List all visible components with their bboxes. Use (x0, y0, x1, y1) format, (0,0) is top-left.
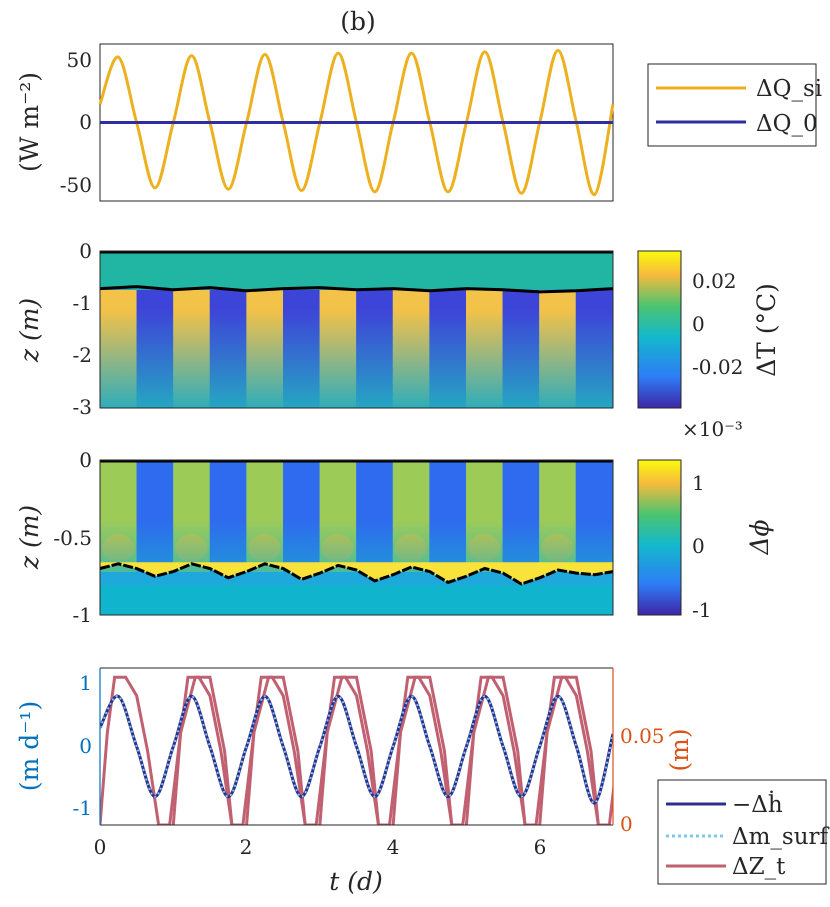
panel1-ylabel: (W m⁻²) (15, 72, 44, 172)
legend-label-dh: −Δḣ (732, 791, 783, 818)
panel4-xtick-4: 4 (387, 835, 400, 859)
panel4-ytick-right-0: 0 (620, 812, 633, 836)
panel3-cbar-tick-1: 1 (692, 471, 705, 495)
panel-temperature: 0 -1 -2 -3 z (m) 0.02 0 -0.02 ΔT (°C) (15, 239, 781, 419)
panel4-ytick-left-1: 1 (79, 671, 92, 695)
panel2-colorbar (637, 250, 682, 409)
panel2-cbar-tick-002: 0.02 (692, 269, 737, 293)
panel4-series-1 (100, 695, 613, 805)
panel3-ytick-neg05: -0.5 (53, 526, 92, 550)
panel3-cbar-tick-0: 0 (692, 534, 705, 558)
panel3-axes-box (99, 459, 614, 616)
panel-label: (b) (340, 7, 376, 36)
panel2-cbar-tick-neg002: -0.02 (692, 355, 743, 379)
panel2-ice-base-line (99, 285, 614, 294)
panel1-ytick-0: 0 (79, 110, 92, 134)
panel4-ylabel-left: (m d⁻¹) (15, 701, 44, 791)
panel4-series-dZt (391, 675, 527, 825)
panel4-legend: −Δḣ Δm_surf ΔZ_t (657, 779, 830, 885)
panel4-xlabel: t (d) (329, 867, 383, 896)
panel3-colorbar-label: Δϕ (745, 519, 774, 555)
legend-label-dZt: ΔZ_t (732, 854, 786, 880)
panel1-legend: ΔQ_si ΔQ_0 (647, 63, 822, 147)
legend-label-dmsurf: Δm_surf (732, 824, 830, 850)
panel3-cbar-multiplier: ×10⁻³ (682, 417, 743, 441)
panel2-ytick-neg3: -3 (73, 395, 92, 419)
panel3-cbar-tick-neg1: -1 (692, 598, 711, 622)
panel4-series-dZt (171, 675, 307, 825)
panel2-ice-fill (100, 251, 613, 289)
panel3-colorbar (637, 459, 682, 616)
panel1-series-0 (98, 48, 615, 197)
legend-label-dQsi: ΔQ_si (756, 76, 822, 102)
panel-phase-fraction: 0 -0.5 -1 z (m) ×10⁻³ 1 0 -1 Δϕ (15, 417, 774, 627)
panel3-ylabel: z (m) (15, 505, 44, 570)
panel4-series-dZt (318, 675, 454, 825)
panel1-ytick-50: 50 (67, 48, 92, 72)
panel4-series-dZt (100, 675, 234, 825)
panel2-depth-fade (100, 310, 613, 408)
panel4-xtick-0: 0 (94, 835, 107, 859)
panel2-cbar-tick-0: 0 (692, 312, 705, 336)
panel4-xtick-6: 6 (534, 835, 547, 859)
panel-heat-flux: 50 0 -50 (W m⁻²) ΔQ_si ΔQ_0 (15, 43, 822, 202)
panel1-ytick-neg50: -50 (60, 173, 92, 197)
panel2-axes-box (99, 250, 614, 409)
panel4-xtick-2: 2 (240, 835, 253, 859)
panel3-ytick-neg1: -1 (73, 603, 92, 627)
panel2-ytick-neg2: -2 (73, 343, 92, 367)
panel2-ylabel: z (m) (15, 298, 44, 363)
panel2-ytick-0: 0 (79, 239, 92, 263)
panel4-series-dZt (245, 675, 380, 825)
panel4-series-dZt (538, 675, 613, 825)
panel4-ytick-left-neg1: -1 (73, 796, 92, 820)
panel4-ytick-left-0: 0 (79, 734, 92, 758)
panel4-ylabel-right: (m) (665, 728, 694, 771)
panel4-series-dZt (464, 675, 600, 825)
panel4-ytick-right-005: 0.05 (620, 724, 665, 748)
legend-label-dQ0: ΔQ_0 (756, 111, 818, 137)
panel3-ice-base-line (99, 562, 614, 586)
panel3-ytick-0: 0 (79, 448, 92, 472)
panel1-legend-box (647, 63, 817, 147)
panel2-colorbar-label: ΔT (°C) (752, 283, 781, 377)
panel-growth-rates: 1 0 -1 (m d⁻¹) 0.05 0 (m) 0 2 4 6 t (d) … (15, 667, 830, 896)
panel3-deep-fill (100, 585, 613, 615)
panel2-ytick-neg1: -1 (73, 291, 92, 315)
